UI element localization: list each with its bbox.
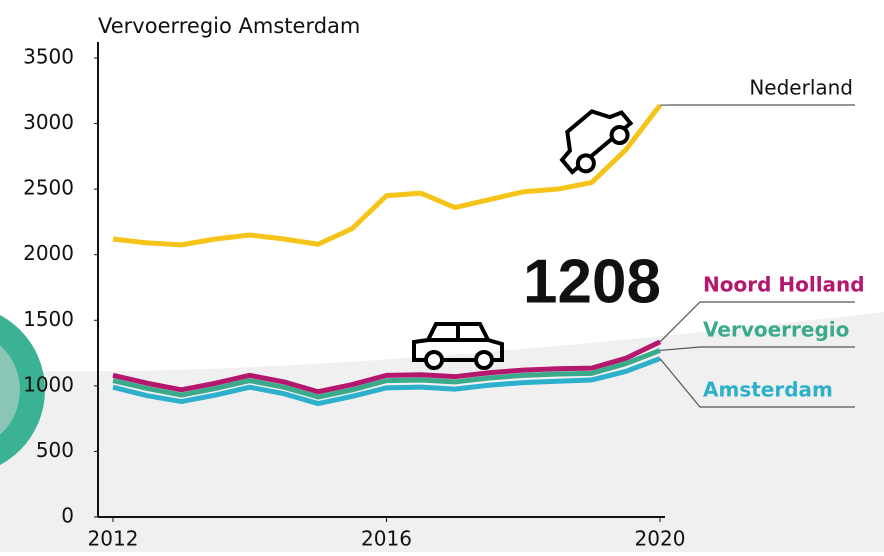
chart-title: Vervoerregio Amsterdam — [98, 14, 360, 38]
annotation: 1208 — [523, 247, 661, 316]
x-tick-label: 2020 — [635, 527, 686, 551]
y-tick-label: 3500 — [23, 45, 74, 69]
y-tick-label: 500 — [36, 438, 74, 462]
y-tick-label: 1000 — [23, 372, 74, 396]
x-tick-label: 2016 — [361, 527, 412, 551]
legend-label: Amsterdam — [703, 378, 833, 402]
series-line — [113, 105, 660, 245]
y-tick-label: 0 — [61, 504, 74, 528]
legend-label: Vervoerregio — [703, 318, 849, 342]
y-tick-label: 2500 — [23, 176, 74, 200]
y-tick-label: 2000 — [23, 241, 74, 265]
y-tick-label: 1500 — [23, 307, 74, 331]
y-tick-label: 3000 — [23, 110, 74, 134]
x-tick-label: 2012 — [88, 527, 139, 551]
legend-label: Nederland — [749, 76, 853, 100]
car-icon — [414, 324, 502, 368]
legend-label: Noord Holland — [703, 273, 865, 297]
car-icon — [550, 97, 637, 180]
